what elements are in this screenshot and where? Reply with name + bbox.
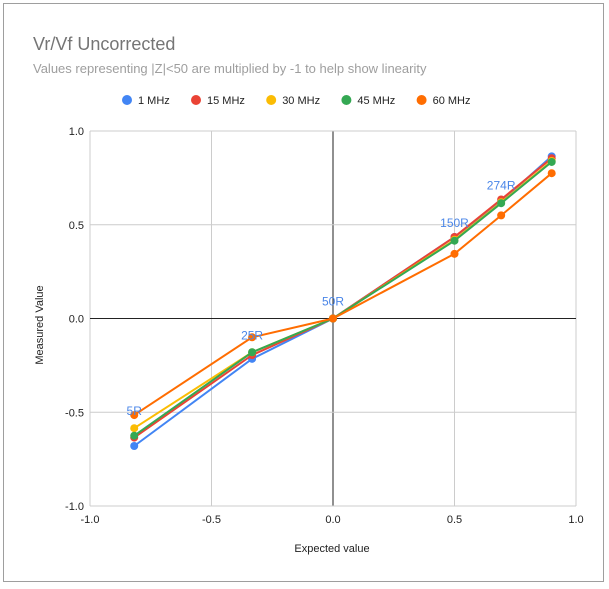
data-point	[130, 431, 139, 440]
data-point	[130, 442, 139, 450]
data-point	[329, 314, 337, 323]
x-tick-label: 0.0	[325, 514, 340, 526]
data-point	[248, 333, 257, 342]
series-line	[133, 172, 553, 416]
x-tick-label: -0.5	[202, 514, 221, 526]
legend-swatch	[341, 95, 352, 105]
legend-swatch	[266, 95, 277, 105]
legend-label: 15 MHz	[207, 95, 245, 107]
data-point	[248, 348, 257, 357]
legend-swatch	[416, 95, 427, 105]
y-axis-title: Measured Value	[34, 285, 46, 364]
data-label: 150R	[440, 216, 469, 230]
data-label: 274R	[487, 178, 516, 192]
y-tick-label: 0.0	[69, 314, 84, 326]
data-point	[130, 411, 139, 420]
y-tick-label: -1.0	[65, 501, 84, 513]
data-label: 5R	[127, 404, 143, 418]
x-tick-label: -1.0	[81, 514, 100, 526]
legend-label: 60 MHz	[433, 95, 471, 107]
legend-label: 1 MHz	[138, 95, 170, 107]
data-label: 50R	[322, 295, 344, 309]
chart-title: Vr/Vf Uncorrected	[33, 34, 175, 54]
chart-frame	[3, 3, 604, 582]
series-lines	[130, 152, 556, 450]
data-point	[130, 424, 139, 433]
chart-subtitle: Values representing |Z|<50 are multiplie…	[33, 61, 427, 76]
data-label: 25R	[241, 328, 263, 342]
data-point	[547, 157, 556, 166]
legend-label: 45 MHz	[357, 95, 395, 107]
legend-label: 30 MHz	[282, 95, 320, 107]
data-point	[497, 199, 506, 208]
series-line	[133, 161, 553, 437]
data-point	[450, 236, 459, 245]
series-line	[133, 157, 553, 439]
x-axis-title: Expected value	[294, 543, 369, 555]
legend-swatch	[122, 95, 132, 105]
data-point	[497, 211, 506, 220]
x-tick-label: 1.0	[568, 514, 583, 526]
y-tick-label: 1.0	[69, 126, 84, 138]
y-tick-label: 0.5	[69, 220, 84, 232]
y-tick-label: -0.5	[65, 407, 84, 419]
data-point	[547, 169, 556, 178]
data-point	[450, 249, 459, 258]
legend: 1 MHz 15 MHz 30 MHz 45 MHz 60 MHz	[122, 95, 471, 107]
legend-swatch	[191, 95, 201, 105]
annotations: 5R 25R 50R 150R 274R	[127, 178, 516, 418]
x-tick-label: 0.5	[447, 514, 462, 526]
tick-labels: -1.0 -0.5 0.0 0.5 1.0 1.0 0.5 0.0 -0.5 -1.0	[65, 126, 584, 526]
